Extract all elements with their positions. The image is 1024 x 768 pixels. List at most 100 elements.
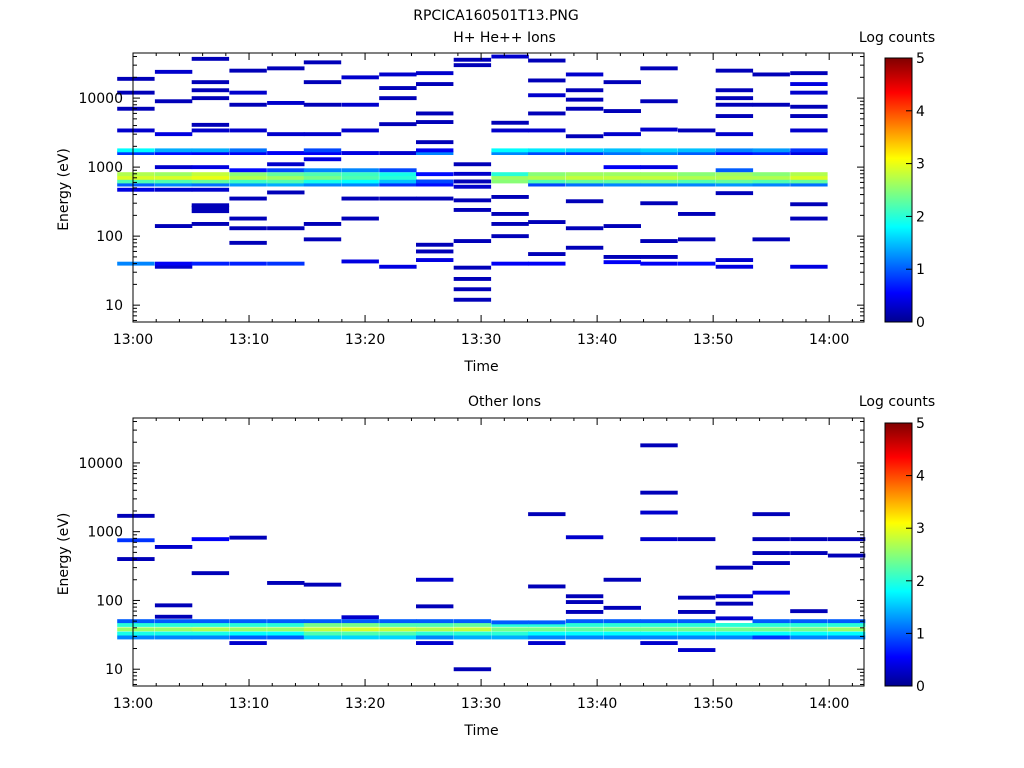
heatmap-cell bbox=[341, 631, 379, 636]
heatmap-cell bbox=[491, 212, 529, 216]
heatmap-cell bbox=[341, 259, 379, 264]
y-tick-label: 1000 bbox=[87, 160, 123, 176]
heatmap-cell bbox=[453, 619, 492, 624]
heatmap-cell bbox=[827, 537, 866, 542]
heatmap-cell bbox=[191, 128, 230, 133]
heatmap-cell bbox=[603, 260, 641, 265]
colorbar bbox=[884, 57, 913, 323]
heatmap-cell bbox=[565, 88, 604, 93]
heatmap-cell bbox=[416, 242, 454, 247]
heatmap-cell bbox=[790, 148, 828, 153]
heatmap-cell bbox=[191, 122, 230, 127]
heatmap-cell bbox=[303, 631, 342, 636]
heatmap-cell bbox=[790, 631, 828, 636]
heatmap-cell bbox=[603, 179, 641, 184]
heatmap-cell bbox=[790, 172, 828, 177]
heatmap-cell bbox=[154, 69, 193, 74]
heatmap-cell bbox=[491, 179, 529, 184]
heatmap-cell bbox=[528, 172, 566, 177]
heatmap-cell bbox=[154, 187, 193, 192]
y-tick-label: 10 bbox=[105, 298, 123, 314]
heatmap-cell bbox=[752, 102, 790, 107]
heatmap-cell bbox=[303, 635, 342, 640]
heatmap-cell bbox=[565, 245, 604, 250]
heatmap-cell bbox=[267, 179, 305, 184]
heatmap-cell bbox=[528, 182, 566, 187]
heatmap-cell bbox=[379, 151, 417, 155]
bottom-panel: 13:00 13:10 13:20 13:30 13:40 13:50 14:0010100… bbox=[56, 394, 935, 739]
heatmap-cell bbox=[303, 148, 342, 153]
heatmap-cell bbox=[154, 623, 193, 627]
heatmap-cell bbox=[453, 184, 492, 189]
heatmap-cell bbox=[267, 168, 305, 173]
heatmap-cell bbox=[191, 571, 230, 576]
heatmap-cell bbox=[229, 172, 267, 177]
heatmap-cell bbox=[827, 635, 866, 640]
heatmap-cell bbox=[640, 641, 678, 645]
heatmap-cell bbox=[715, 191, 754, 196]
heatmap-cell bbox=[715, 151, 754, 155]
heatmap-cell bbox=[678, 151, 716, 155]
heatmap-cell bbox=[790, 619, 828, 624]
heatmap-cell bbox=[267, 635, 305, 640]
heatmap-cell bbox=[341, 172, 379, 177]
heatmap-cell bbox=[565, 182, 604, 187]
heatmap-cell bbox=[453, 627, 492, 632]
heatmap-cell bbox=[565, 594, 604, 599]
heatmap-cell bbox=[191, 203, 230, 208]
heatmap-cell bbox=[640, 172, 678, 177]
heatmap-cell bbox=[229, 151, 267, 155]
heatmap-cell bbox=[678, 627, 716, 632]
heatmap-cell bbox=[154, 151, 193, 155]
heatmap-cell bbox=[565, 106, 604, 111]
heatmap-cell bbox=[640, 175, 678, 180]
heatmap-cell bbox=[528, 58, 566, 63]
heatmap-cell bbox=[267, 226, 305, 231]
heatmap-cell bbox=[191, 631, 230, 636]
heatmap-cell bbox=[640, 623, 678, 627]
colorbar-tick-label: 2 bbox=[916, 574, 925, 590]
heatmap-cell bbox=[640, 99, 678, 104]
heatmap-cell bbox=[191, 148, 230, 153]
heatmap-cell bbox=[117, 148, 155, 153]
heatmap-cell bbox=[603, 151, 641, 155]
heatmap-cell bbox=[715, 175, 754, 180]
heatmap-cell bbox=[491, 631, 529, 636]
heatmap-cell bbox=[790, 182, 828, 187]
heatmap-cell bbox=[154, 264, 193, 269]
heatmap-cell bbox=[341, 151, 379, 155]
heatmap-cell bbox=[416, 196, 454, 201]
heatmap-cell bbox=[715, 132, 754, 137]
heatmap-cell bbox=[640, 627, 678, 632]
heatmap-cell bbox=[752, 635, 790, 640]
heatmap-cell bbox=[678, 537, 716, 542]
heatmap-cell bbox=[603, 109, 641, 113]
heatmap-cell bbox=[229, 182, 267, 187]
panel-title: Other Ions bbox=[468, 394, 541, 410]
heatmap-cell bbox=[752, 512, 790, 517]
heatmap-cell bbox=[528, 179, 566, 184]
heatmap-cell bbox=[191, 222, 230, 226]
heatmap-cell bbox=[715, 258, 754, 262]
heatmap-cell bbox=[154, 603, 193, 608]
heatmap-cell bbox=[678, 237, 716, 242]
heatmap-cell bbox=[453, 667, 492, 672]
heatmap-cell bbox=[379, 635, 417, 640]
heatmap-cell bbox=[117, 182, 155, 187]
heatmap-cell bbox=[528, 111, 566, 116]
heatmap-cell bbox=[603, 182, 641, 187]
heatmap-cell bbox=[416, 619, 454, 624]
heatmap-cell bbox=[640, 490, 678, 495]
heatmap-cells bbox=[117, 443, 866, 672]
heatmap-cell bbox=[565, 610, 604, 614]
heatmap-cell bbox=[715, 635, 754, 640]
heatmap-cell bbox=[565, 535, 604, 540]
colorbar-tick-label: 3 bbox=[916, 157, 925, 173]
heatmap-cell bbox=[790, 627, 828, 632]
heatmap-cell bbox=[678, 175, 716, 180]
heatmap-cell bbox=[303, 237, 342, 242]
heatmap-cell bbox=[341, 128, 379, 133]
x-tick-label: 13:00 bbox=[113, 332, 153, 348]
heatmap-cell bbox=[303, 179, 342, 184]
